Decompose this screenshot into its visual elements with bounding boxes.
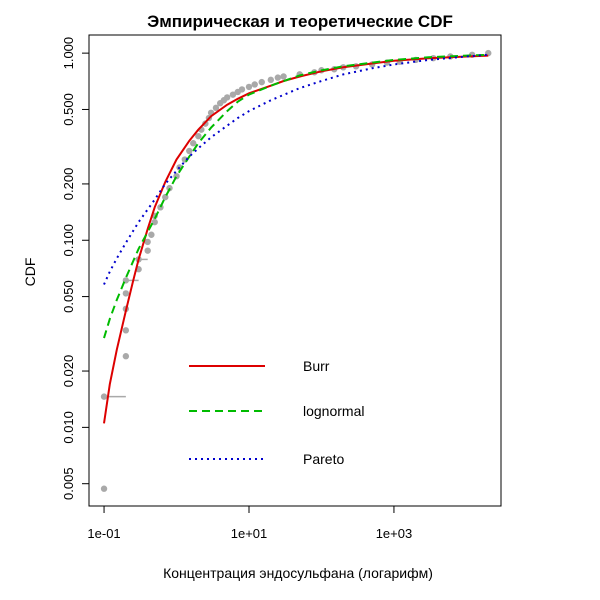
y-axis-label: CDF <box>22 258 38 287</box>
empirical-point <box>258 78 265 86</box>
empirical-cdf-points <box>100 49 492 492</box>
y-tick-label: 0.010 <box>61 411 76 444</box>
empirical-point <box>274 74 282 81</box>
y-tick-label: 0.005 <box>61 467 76 500</box>
y-tick-label: 1.000 <box>61 37 76 70</box>
legend: Burr lognormal Pareto <box>189 358 364 467</box>
empirical-point <box>238 86 246 93</box>
empirical-point <box>190 140 197 147</box>
empirical-point <box>148 231 155 238</box>
burr-curve <box>103 54 489 424</box>
empirical-point <box>144 238 151 246</box>
empirical-point <box>267 76 275 84</box>
x-tick-label: 1e+03 <box>376 526 413 541</box>
legend-label-burr: Burr <box>303 358 330 374</box>
y-tick-label: 0.020 <box>61 355 76 388</box>
legend-label-pareto: Pareto <box>303 451 344 467</box>
empirical-point <box>212 104 220 112</box>
empirical-point <box>100 393 108 400</box>
y-tick-label: 0.050 <box>61 280 76 313</box>
empirical-point <box>144 247 151 254</box>
x-axis-label: Концентрация эндосульфана (логарифм) <box>163 565 433 581</box>
legend-label-lognormal: lognormal <box>303 403 364 419</box>
y-tick-label: 0.100 <box>61 224 76 257</box>
y-axis: 0.005 0.010 0.020 0.050 0.100 0.200 0.500 1.000 <box>61 37 90 500</box>
fitted-cdf-curves <box>103 53 489 424</box>
empirical-point <box>195 132 202 140</box>
empirical-point <box>100 485 108 492</box>
empirical-point <box>122 353 130 360</box>
empirical-point <box>122 327 130 334</box>
x-axis: 1e-01 1e+01 1e+03 <box>87 505 413 541</box>
empirical-point <box>186 147 193 155</box>
y-tick-label: 0.200 <box>61 168 76 201</box>
pareto-curve <box>103 53 489 285</box>
x-tick-label: 1e+01 <box>231 526 268 541</box>
plot-area-frame <box>88 34 502 507</box>
empirical-point <box>122 290 130 297</box>
empirical-point <box>223 94 231 101</box>
chart-title: Эмпирическая и теоретические CDF <box>147 12 453 31</box>
lognormal-curve <box>103 53 489 339</box>
empirical-point <box>251 81 258 88</box>
x-tick-label: 1e-01 <box>87 526 120 541</box>
y-tick-label: 0.500 <box>61 93 76 126</box>
empirical-point <box>280 73 287 80</box>
empirical-point <box>229 91 237 98</box>
empirical-point <box>245 83 253 91</box>
